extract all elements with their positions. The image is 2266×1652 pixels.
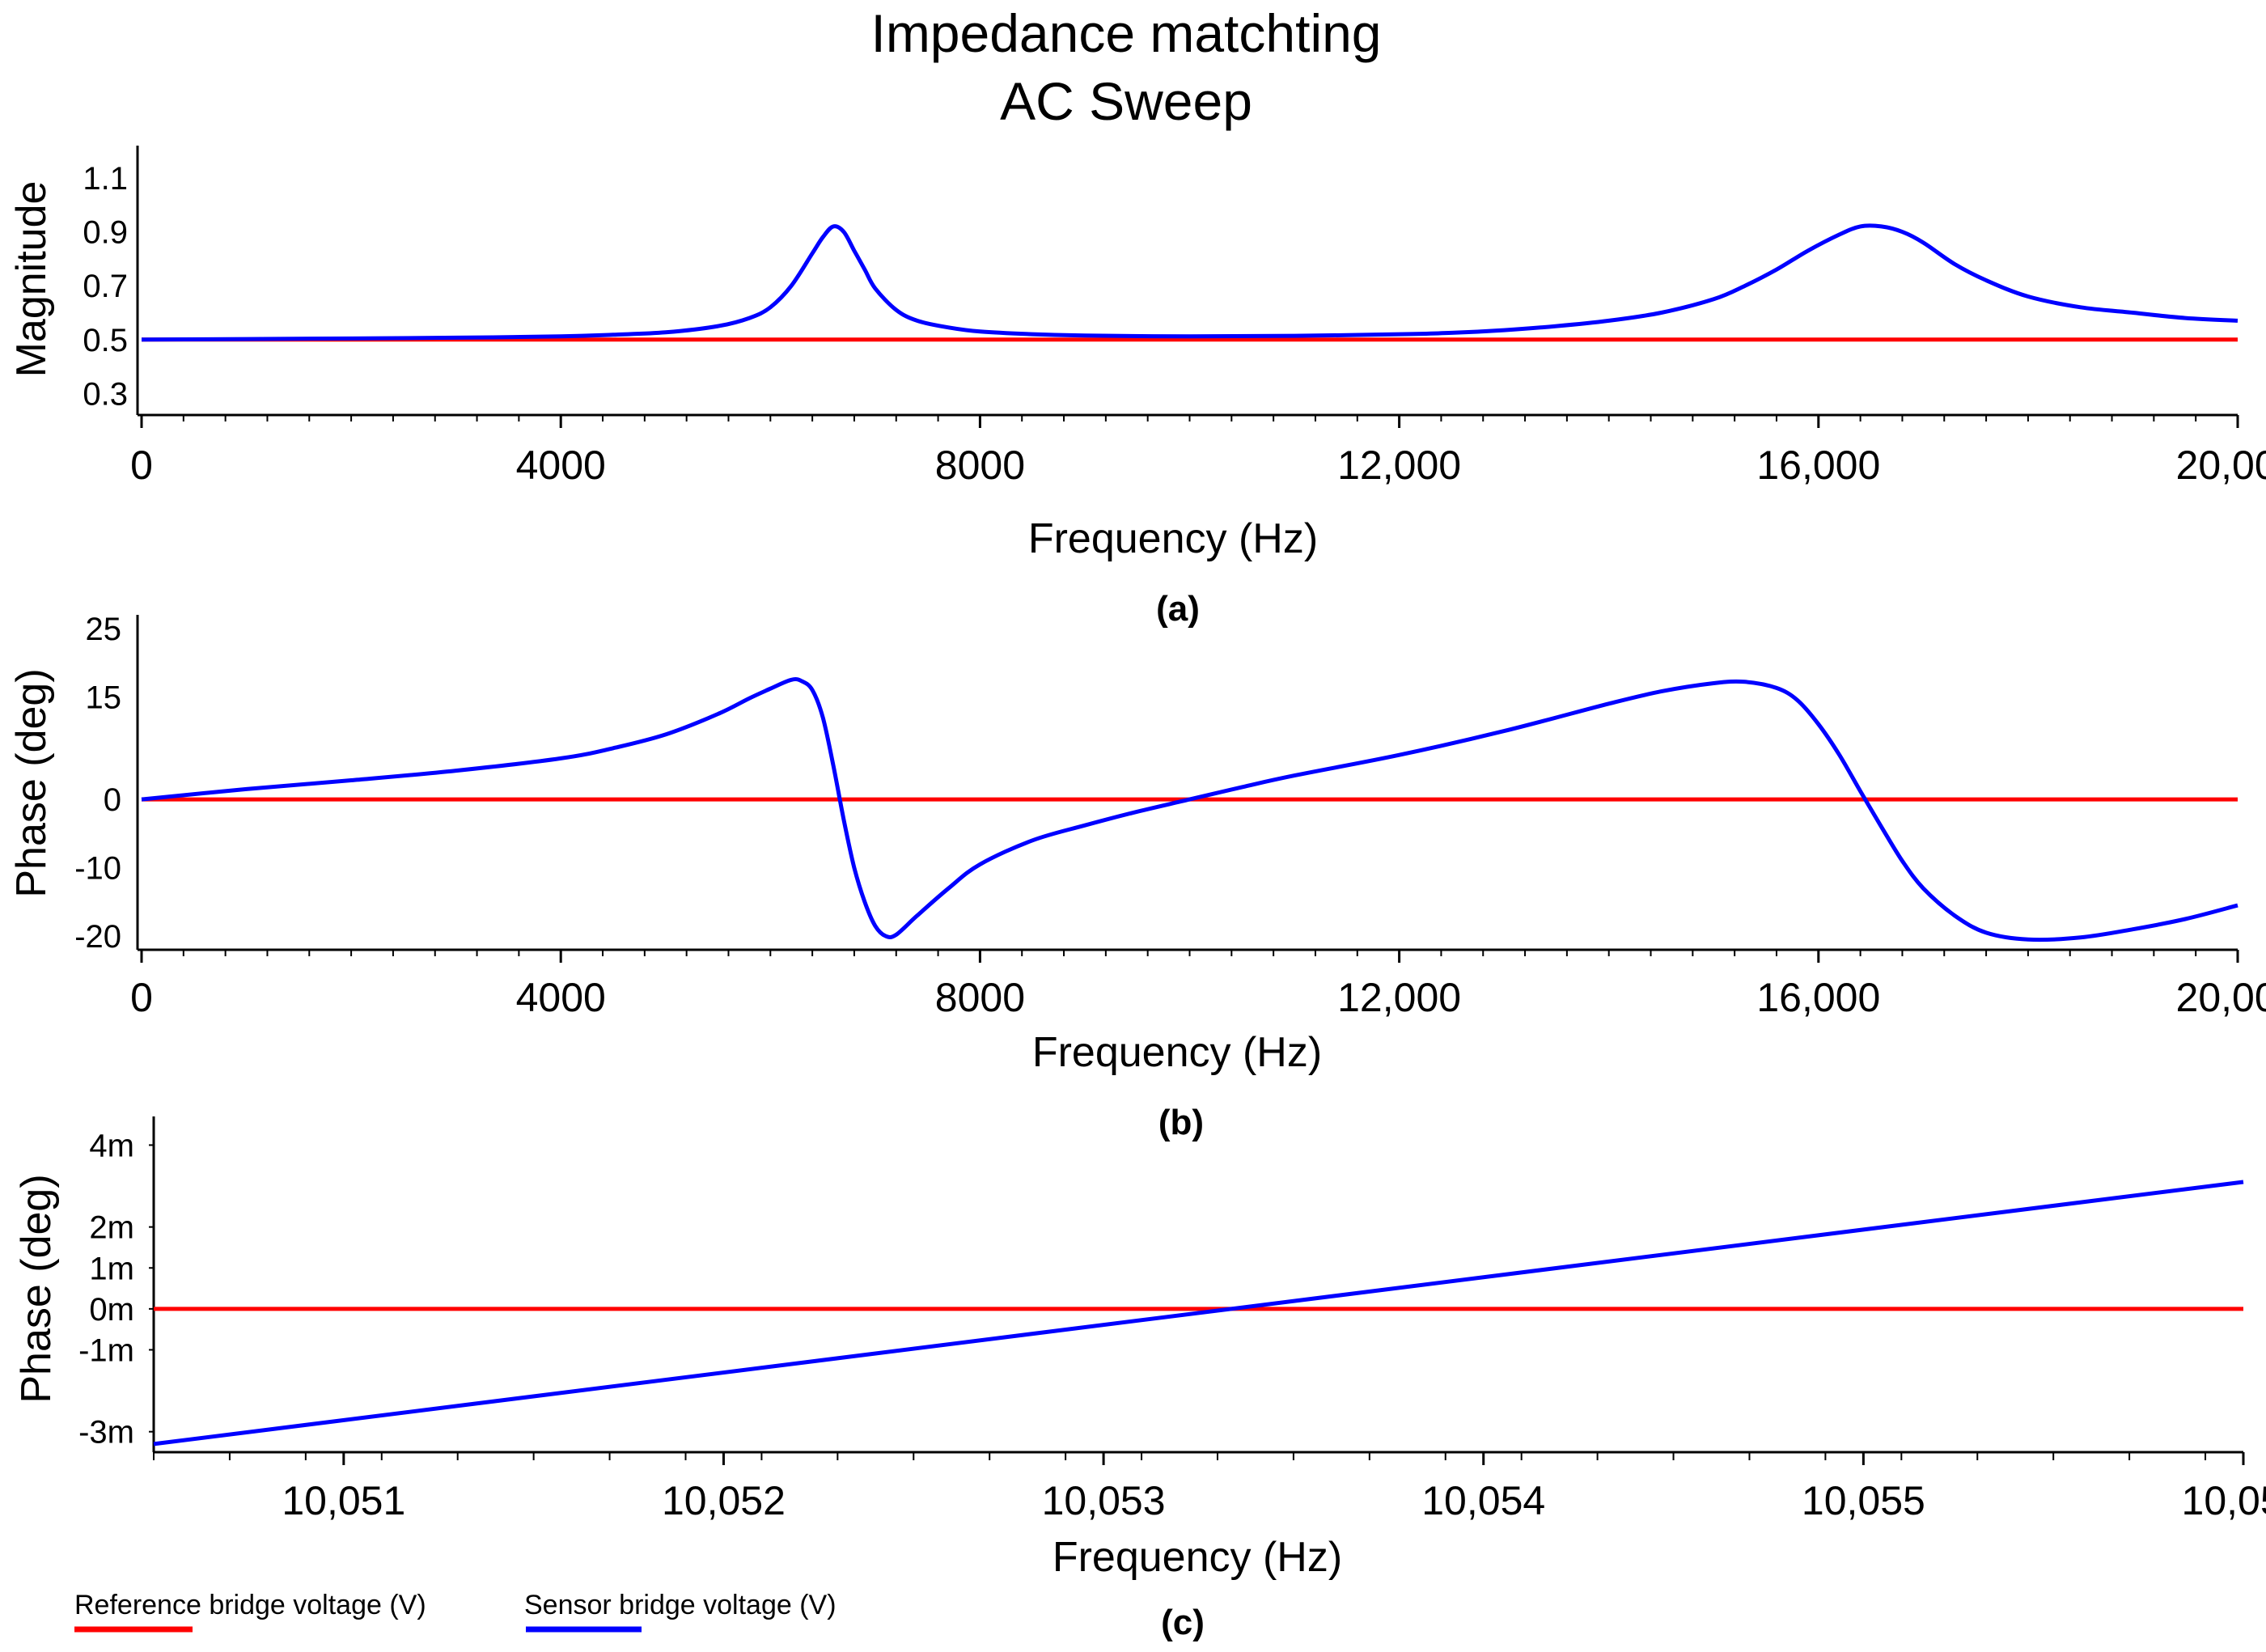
x-tick-label: 0 xyxy=(130,975,153,1020)
x-tick-label: 12,000 xyxy=(1337,443,1461,488)
y-tick-label: 0m xyxy=(89,1292,134,1328)
x-tick-label: 8000 xyxy=(935,975,1025,1020)
x-tick-label: 10,055 xyxy=(1802,1478,1925,1523)
y-tick-label: -10 xyxy=(74,851,121,887)
x-tick-label: 4000 xyxy=(516,975,606,1020)
sensor-voltage-line xyxy=(141,223,2238,342)
y-tick-label: 1.1 xyxy=(83,161,128,197)
x-tick-label: 0 xyxy=(130,443,153,488)
y-tick-label: -20 xyxy=(74,919,121,955)
x-tick-label: 12,000 xyxy=(1337,975,1461,1020)
y-tick-label: 4m xyxy=(89,1128,134,1163)
panel-b-label: (b) xyxy=(1158,1103,1204,1142)
x-tick-label: 16,000 xyxy=(1756,975,1880,1020)
y-tick-label: -3m xyxy=(78,1415,134,1451)
x-tick-label: 10,051 xyxy=(282,1478,405,1523)
panel-c-phase-zoom: 10,051 10,052 10,053 10,054 10,055 10,056 4m 2… xyxy=(13,1116,2266,1642)
x-tick-label: 10,054 xyxy=(1421,1478,1545,1523)
legend: Reference bridge voltage (V) Sensor brid… xyxy=(74,1590,837,1633)
chart-title-line1: Impedance matchting xyxy=(870,3,1381,63)
legend-item-reference: Reference bridge voltage (V) xyxy=(74,1590,426,1633)
legend-label-reference: Reference bridge voltage (V) xyxy=(74,1590,426,1620)
legend-item-sensor: Sensor bridge voltage (V) xyxy=(524,1590,837,1633)
panel-c-y-axis-label: Phase (deg) xyxy=(13,1174,60,1403)
x-tick-label: 10,056 xyxy=(2182,1478,2266,1523)
panel-b-y-axis-label: Phase (deg) xyxy=(8,668,55,897)
sensor-voltage-line xyxy=(153,1180,2244,1447)
panel-a-magnitude: 0 4000 8000 12,000 16,000 20,000 1.1 0.9 0.7 0.5… xyxy=(8,146,2266,629)
panel-a-y-axis-label: Magnitude xyxy=(8,181,55,378)
chart-title-line2: AC Sweep xyxy=(1000,71,1252,131)
y-tick-label: 0.9 xyxy=(83,215,128,251)
y-tick-label: -1m xyxy=(78,1332,134,1368)
x-tick-label: 10,053 xyxy=(1042,1478,1166,1523)
y-tick-label: 2m xyxy=(89,1210,134,1246)
panel-c-label: (c) xyxy=(1161,1603,1205,1642)
panel-b-x-axis-label: Frequency (Hz) xyxy=(1032,1029,1322,1076)
y-tick-label: 25 xyxy=(86,612,122,647)
x-tick-label: 20,000 xyxy=(2176,443,2266,488)
x-tick-label: 16,000 xyxy=(1756,443,1880,488)
panel-a-label: (a) xyxy=(1156,589,1200,629)
legend-label-sensor: Sensor bridge voltage (V) xyxy=(524,1590,837,1620)
x-tick-label: 20,000 xyxy=(2176,975,2266,1020)
y-tick-label: 0 xyxy=(104,782,121,818)
panel-a-x-axis-label: Frequency (Hz) xyxy=(1028,515,1318,562)
panel-c-x-axis-label: Frequency (Hz) xyxy=(1053,1534,1342,1581)
y-tick-label: 0.5 xyxy=(83,323,128,358)
y-tick-label: 0.7 xyxy=(83,269,128,304)
x-tick-label: 8000 xyxy=(935,443,1025,488)
y-tick-label: 1m xyxy=(89,1251,134,1286)
x-tick-label: 4000 xyxy=(516,443,606,488)
y-tick-label: 0.3 xyxy=(83,376,128,412)
y-tick-label: 15 xyxy=(86,680,122,715)
sensor-voltage-line xyxy=(141,677,2238,942)
x-tick-label: 10,052 xyxy=(662,1478,786,1523)
